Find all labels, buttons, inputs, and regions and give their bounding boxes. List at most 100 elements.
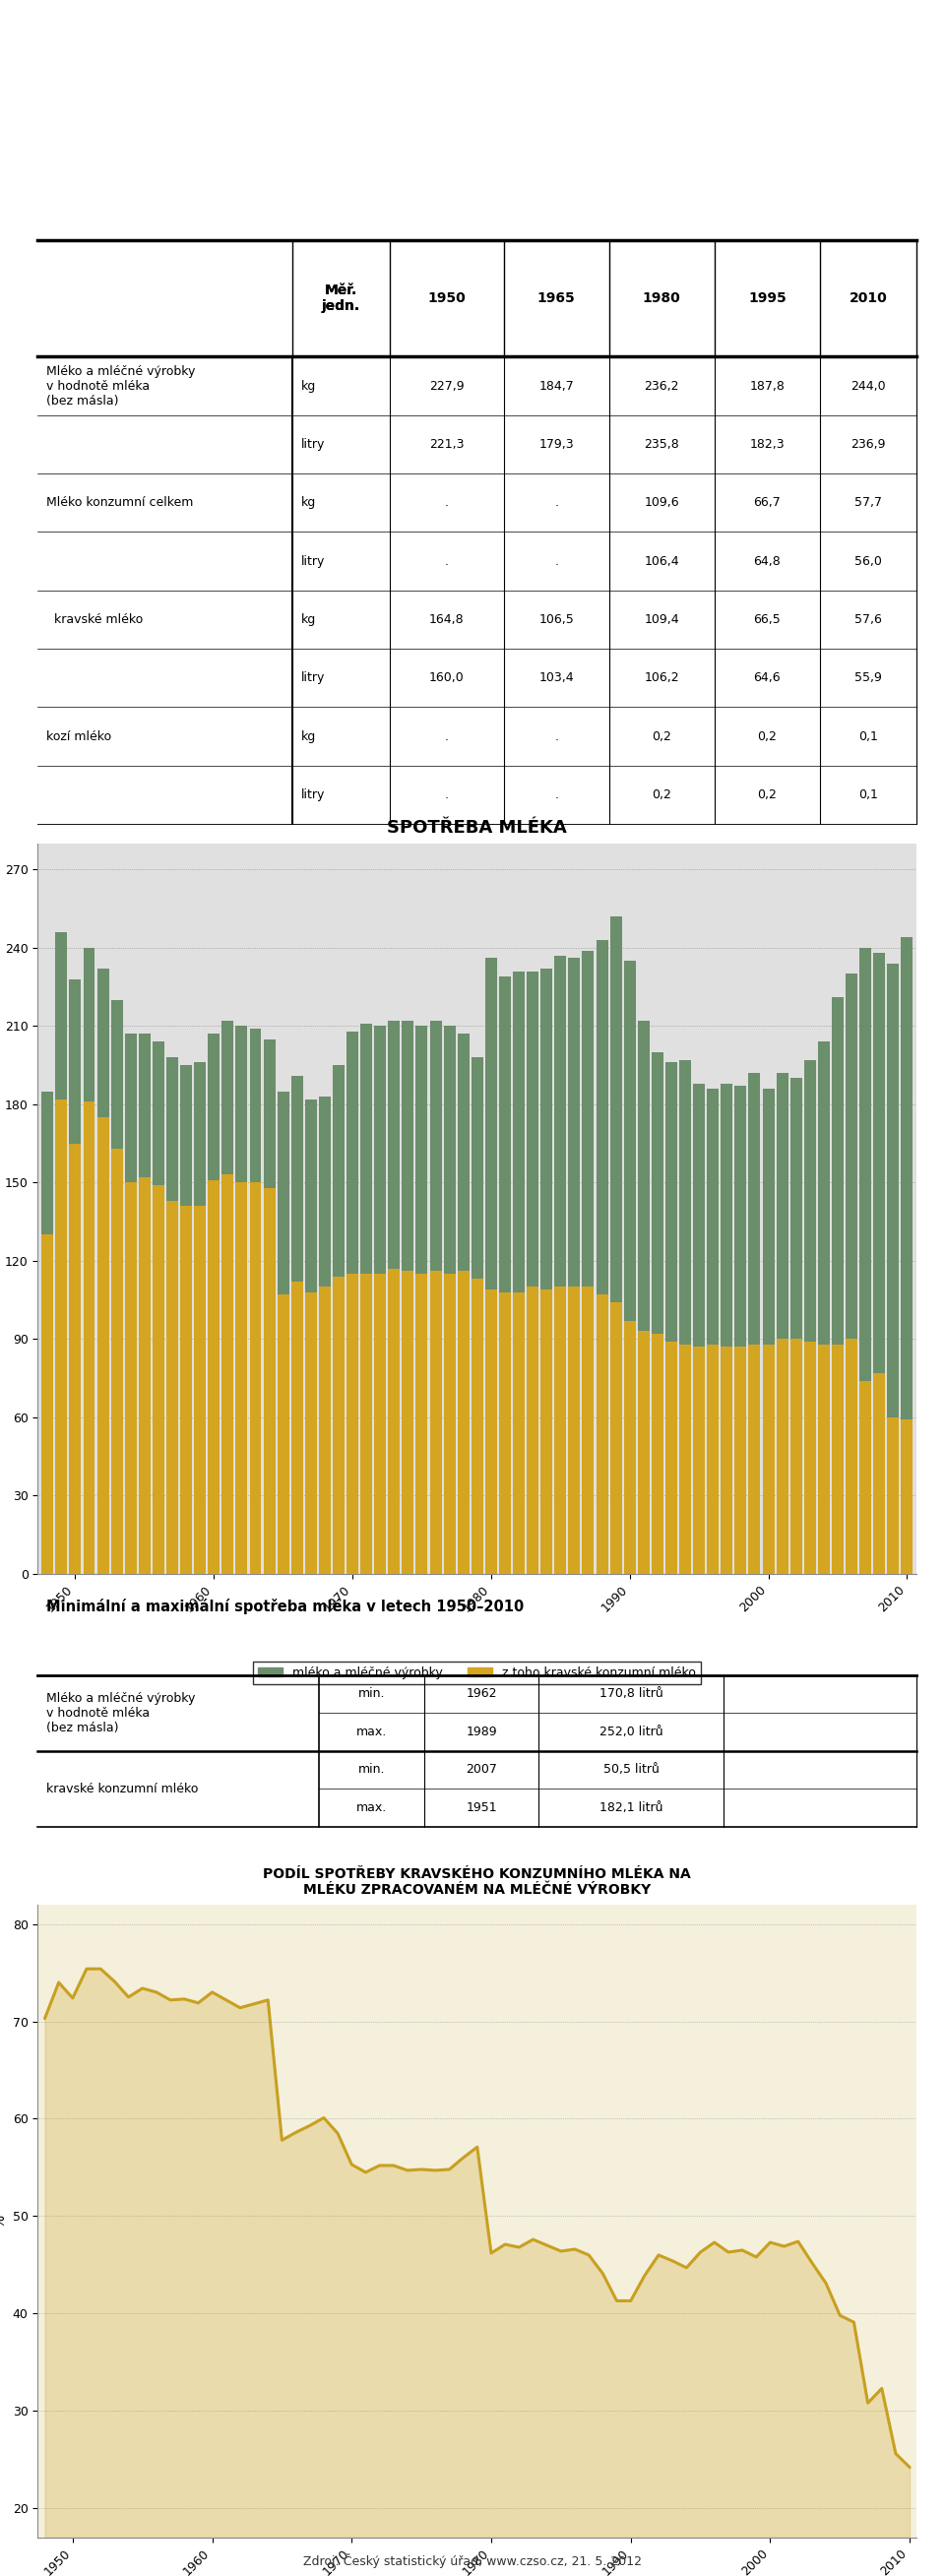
Text: 1965: 1965: [538, 291, 576, 304]
Bar: [388, 1020, 400, 1574]
Text: Mléko konzumní celkem: Mléko konzumní celkem: [46, 497, 194, 510]
Bar: [152, 1041, 164, 1574]
Text: 182,1 litrů: 182,1 litrů: [599, 1801, 662, 1814]
Bar: [166, 1056, 179, 1574]
Text: 50,5 litrů: 50,5 litrů: [603, 1765, 659, 1777]
Bar: [748, 1074, 761, 1574]
Text: 187,8: 187,8: [749, 379, 785, 392]
Bar: [347, 1273, 358, 1574]
Text: 0,1: 0,1: [858, 729, 878, 742]
Bar: [610, 1303, 622, 1574]
Text: kozí mléko: kozí mléko: [46, 729, 112, 742]
Bar: [665, 1342, 678, 1574]
Bar: [513, 971, 524, 1574]
Text: 236,2: 236,2: [644, 379, 679, 392]
Text: 57,7: 57,7: [854, 497, 882, 510]
Text: kg: kg: [301, 379, 317, 392]
Bar: [69, 1144, 81, 1574]
Bar: [734, 1087, 747, 1574]
Bar: [804, 1059, 816, 1574]
Bar: [264, 1188, 275, 1574]
Bar: [901, 1419, 913, 1574]
Text: kg: kg: [301, 729, 317, 742]
Bar: [360, 1273, 372, 1574]
Bar: [388, 1267, 400, 1574]
Bar: [56, 1100, 67, 1574]
Bar: [305, 1100, 317, 1574]
Bar: [707, 1345, 719, 1574]
Text: 1995: 1995: [748, 291, 786, 304]
Bar: [624, 961, 636, 1574]
Title: PODÍL SPOTŘEBY KRAVSKÉHO KONZUMNÍHO MLÉKA NA
MLÉKU ZPRACOVANÉM NA MLÉČNÉ VÝROBKY: PODÍL SPOTŘEBY KRAVSKÉHO KONZUMNÍHO MLÉK…: [264, 1868, 691, 1896]
Bar: [416, 1273, 428, 1574]
Bar: [42, 1092, 54, 1574]
Bar: [832, 1345, 844, 1574]
Text: .: .: [555, 788, 558, 801]
Text: max.: max.: [356, 1726, 387, 1739]
Bar: [499, 1293, 511, 1574]
Bar: [721, 1347, 732, 1574]
Bar: [318, 1097, 331, 1574]
Text: 1950: 1950: [427, 291, 466, 304]
Bar: [568, 1288, 580, 1574]
Text: 1962: 1962: [466, 1687, 497, 1700]
Text: min.: min.: [358, 1687, 386, 1700]
Bar: [125, 1182, 137, 1574]
Text: 164,8: 164,8: [429, 613, 464, 626]
Bar: [402, 1270, 414, 1574]
Bar: [111, 999, 123, 1574]
Bar: [208, 1180, 220, 1574]
Text: Měř.
jedn.: Měř. jedn.: [321, 283, 360, 314]
Bar: [83, 948, 95, 1574]
Bar: [374, 1025, 387, 1574]
Bar: [443, 1025, 455, 1574]
Bar: [42, 1234, 54, 1574]
Bar: [790, 1340, 802, 1574]
Text: 184,7: 184,7: [539, 379, 574, 392]
Bar: [222, 1020, 233, 1574]
Bar: [125, 1033, 137, 1574]
Text: 106,2: 106,2: [644, 672, 679, 685]
Bar: [651, 1334, 663, 1574]
Bar: [97, 1118, 109, 1574]
Bar: [152, 1185, 164, 1574]
Text: 2010: 2010: [850, 291, 887, 304]
Text: 2007: 2007: [466, 1765, 497, 1777]
Bar: [610, 917, 622, 1574]
Bar: [277, 1296, 289, 1574]
Text: 1980: 1980: [643, 291, 680, 304]
Bar: [582, 1288, 594, 1574]
Bar: [596, 1296, 608, 1574]
Text: 106,5: 106,5: [539, 613, 574, 626]
Bar: [638, 1332, 649, 1574]
Bar: [83, 1103, 95, 1574]
Legend: mléko a mléčné výrobky, z toho kravské konzumní mléko: mléko a mléčné výrobky, z toho kravské k…: [253, 1662, 701, 1685]
Text: 227,9: 227,9: [429, 379, 464, 392]
Bar: [873, 953, 885, 1574]
Bar: [111, 1149, 123, 1574]
Text: litry: litry: [301, 438, 325, 451]
Bar: [222, 1175, 233, 1574]
Bar: [790, 1079, 802, 1574]
Bar: [457, 1270, 470, 1574]
Text: 235,8: 235,8: [644, 438, 679, 451]
Bar: [846, 974, 857, 1574]
Bar: [56, 933, 67, 1574]
Text: 55,9: 55,9: [854, 672, 882, 685]
Bar: [568, 958, 580, 1574]
Text: 106,4: 106,4: [644, 554, 679, 567]
Bar: [859, 1381, 871, 1574]
Text: 0,1: 0,1: [858, 788, 878, 801]
Text: Měř.
jedn.: Měř. jedn.: [321, 283, 360, 314]
Text: 64,8: 64,8: [753, 554, 781, 567]
Text: 0,2: 0,2: [652, 788, 672, 801]
Text: 221,3: 221,3: [429, 438, 464, 451]
Text: Mléko a mléčné výrobky
v hodnotě mléka
(bez másla): Mléko a mléčné výrobky v hodnotě mléka (…: [46, 366, 196, 407]
Bar: [887, 963, 899, 1574]
Bar: [360, 1023, 372, 1574]
Bar: [763, 1090, 774, 1574]
Bar: [472, 1278, 483, 1574]
Bar: [817, 1041, 830, 1574]
Bar: [249, 1028, 262, 1574]
Bar: [249, 1182, 262, 1574]
